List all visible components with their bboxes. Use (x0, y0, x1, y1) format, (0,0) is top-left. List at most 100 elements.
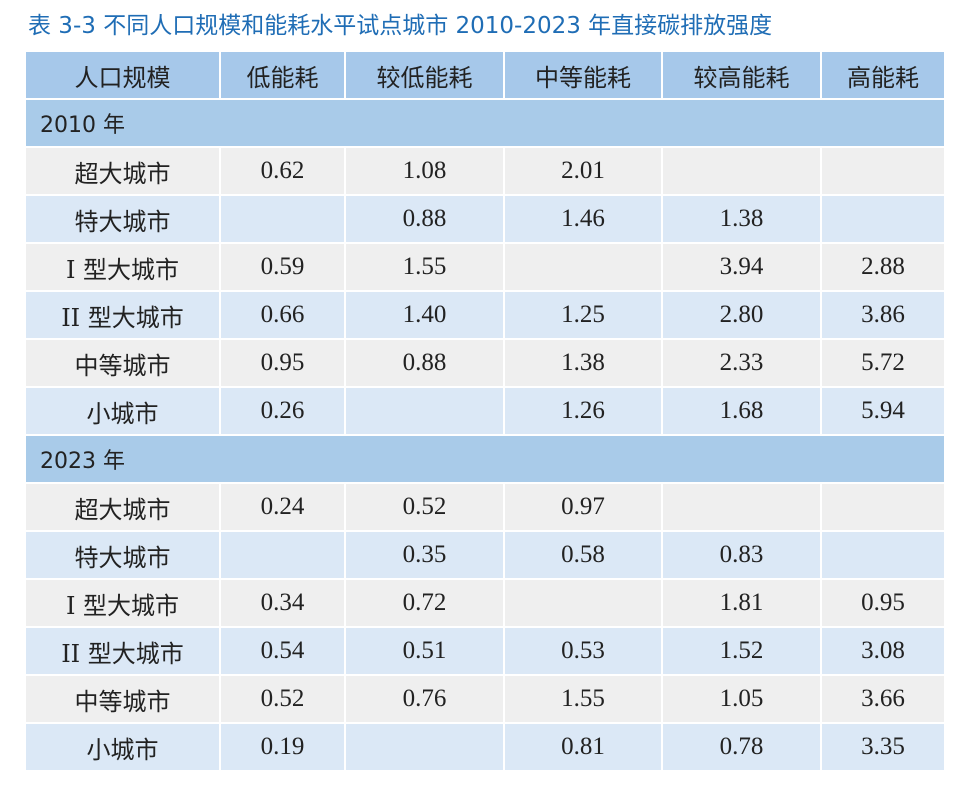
value-cell: 0.81 (505, 724, 661, 770)
table-body: 2010 年超大城市 0.62 1.08 2.01 特大城市 0.88 1.46 1.38 I … (26, 100, 944, 770)
value-cell: 0.19 (221, 724, 344, 770)
value-cell: 0.62 (221, 148, 344, 194)
value-cell: 2.01 (505, 148, 661, 194)
row-label: 中等城市 (26, 676, 219, 722)
value-cell: 3.66 (822, 676, 944, 722)
value-cell: 1.55 (505, 676, 661, 722)
value-cell: 2.33 (663, 340, 820, 386)
value-cell: 1.26 (505, 388, 661, 434)
data-row: 特大城市 0.35 0.58 0.83 (26, 532, 944, 578)
value-cell: 0.66 (221, 292, 344, 338)
row-label: 特大城市 (26, 196, 219, 242)
data-row: 小城市 0.26 1.26 1.68 5.94 (26, 388, 944, 434)
header-cell: 中等能耗 (505, 52, 661, 98)
value-cell: 1.68 (663, 388, 820, 434)
value-cell (822, 484, 944, 530)
row-label: 小城市 (26, 388, 219, 434)
header-cell: 较高能耗 (663, 52, 820, 98)
value-cell (505, 580, 661, 626)
table-head: 人口规模 低能耗 较低能耗 中等能耗 较高能耗 高能耗 (26, 52, 944, 98)
value-cell: 3.08 (822, 628, 944, 674)
value-cell: 0.52 (221, 676, 344, 722)
header-cell: 高能耗 (822, 52, 944, 98)
value-cell: 0.76 (346, 676, 503, 722)
value-cell: 3.94 (663, 244, 820, 290)
value-cell: 1.08 (346, 148, 503, 194)
value-cell: 0.59 (221, 244, 344, 290)
value-cell (221, 532, 344, 578)
value-cell: 0.34 (221, 580, 344, 626)
value-cell: 5.72 (822, 340, 944, 386)
section-label: 2010 年 (26, 100, 944, 146)
value-cell (346, 388, 503, 434)
value-cell: 3.86 (822, 292, 944, 338)
section-row: 2010 年 (26, 100, 944, 146)
section-row: 2023 年 (26, 436, 944, 482)
value-cell: 0.83 (663, 532, 820, 578)
value-cell: 1.40 (346, 292, 503, 338)
value-cell: 0.78 (663, 724, 820, 770)
value-cell: 5.94 (822, 388, 944, 434)
row-label: 超大城市 (26, 484, 219, 530)
value-cell: 2.88 (822, 244, 944, 290)
value-cell (822, 196, 944, 242)
value-cell: 0.95 (822, 580, 944, 626)
data-row: 小城市 0.19 0.81 0.78 3.35 (26, 724, 944, 770)
value-cell: 1.25 (505, 292, 661, 338)
value-cell: 0.51 (346, 628, 503, 674)
value-cell (663, 484, 820, 530)
row-label: I 型大城市 (26, 580, 219, 626)
value-cell: 1.52 (663, 628, 820, 674)
header-cell: 人口规模 (26, 52, 219, 98)
value-cell (346, 724, 503, 770)
row-label: 小城市 (26, 724, 219, 770)
data-row: 中等城市 0.52 0.76 1.55 1.05 3.66 (26, 676, 944, 722)
value-cell: 0.88 (346, 196, 503, 242)
data-row: I 型大城市 0.34 0.72 1.81 0.95 (26, 580, 944, 626)
value-cell (663, 148, 820, 194)
row-label: 特大城市 (26, 532, 219, 578)
value-cell: 0.95 (221, 340, 344, 386)
row-label: 超大城市 (26, 148, 219, 194)
row-label: I 型大城市 (26, 244, 219, 290)
value-cell: 1.38 (663, 196, 820, 242)
row-label: II 型大城市 (26, 292, 219, 338)
value-cell: 0.52 (346, 484, 503, 530)
header-row: 人口规模 低能耗 较低能耗 中等能耗 较高能耗 高能耗 (26, 52, 944, 98)
value-cell (505, 244, 661, 290)
value-cell: 0.35 (346, 532, 503, 578)
value-cell: 1.38 (505, 340, 661, 386)
data-row: 中等城市 0.95 0.88 1.38 2.33 5.72 (26, 340, 944, 386)
value-cell: 1.05 (663, 676, 820, 722)
value-cell: 2.80 (663, 292, 820, 338)
header-cell: 低能耗 (221, 52, 344, 98)
value-cell: 0.97 (505, 484, 661, 530)
header-cell: 较低能耗 (346, 52, 503, 98)
value-cell: 0.88 (346, 340, 503, 386)
value-cell: 0.24 (221, 484, 344, 530)
value-cell: 0.26 (221, 388, 344, 434)
data-row: 超大城市 0.24 0.52 0.97 (26, 484, 944, 530)
value-cell: 0.58 (505, 532, 661, 578)
value-cell (822, 148, 944, 194)
value-cell: 0.72 (346, 580, 503, 626)
value-cell: 1.81 (663, 580, 820, 626)
value-cell: 0.53 (505, 628, 661, 674)
table-title: 表 3-3 不同人口规模和能耗水平试点城市 2010-2023 年直接碳排放强度 (28, 13, 773, 39)
row-label: 中等城市 (26, 340, 219, 386)
data-row: 特大城市 0.88 1.46 1.38 (26, 196, 944, 242)
value-cell: 0.54 (221, 628, 344, 674)
data-row: II 型大城市 0.66 1.40 1.25 2.80 3.86 (26, 292, 944, 338)
value-cell (221, 196, 344, 242)
data-row: I 型大城市 0.59 1.55 3.94 2.88 (26, 244, 944, 290)
data-row: II 型大城市 0.54 0.51 0.53 1.52 3.08 (26, 628, 944, 674)
value-cell (822, 532, 944, 578)
table: 人口规模 低能耗 较低能耗 中等能耗 较高能耗 高能耗 2010 年超大城市 0.62 1.0… (24, 50, 946, 772)
value-cell: 1.55 (346, 244, 503, 290)
row-label: II 型大城市 (26, 628, 219, 674)
value-cell: 1.46 (505, 196, 661, 242)
value-cell: 3.35 (822, 724, 944, 770)
data-row: 超大城市 0.62 1.08 2.01 (26, 148, 944, 194)
